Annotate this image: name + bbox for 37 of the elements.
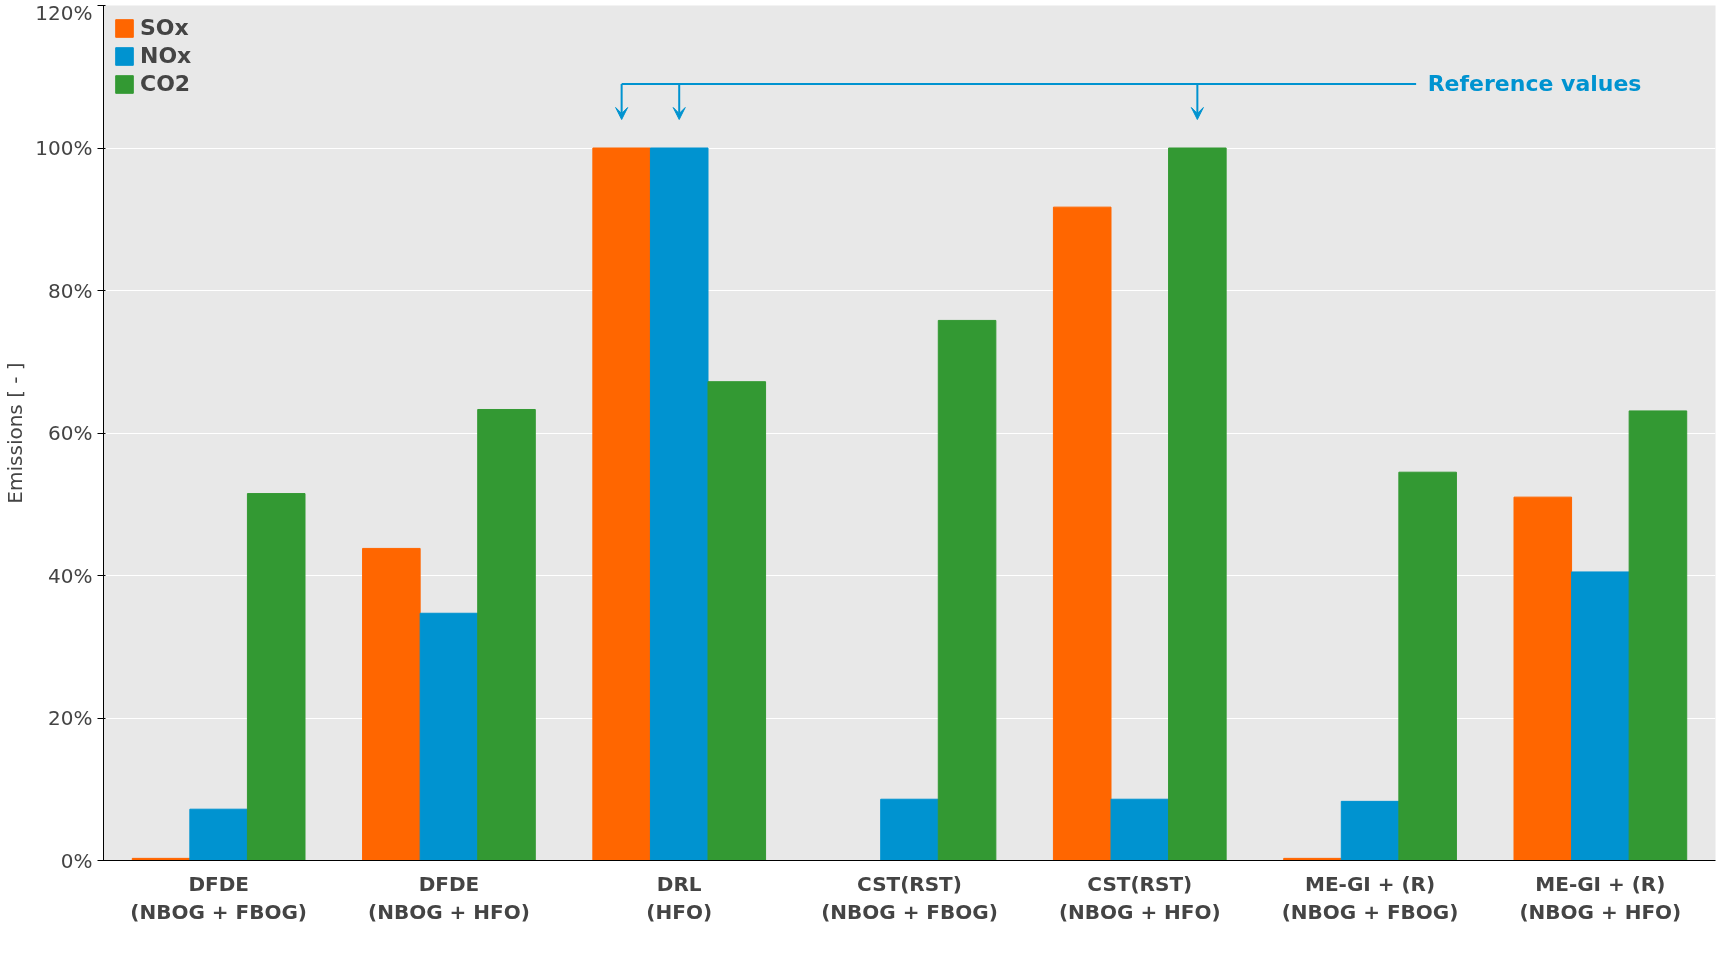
y-axis-title: Emissions [ - ] bbox=[3, 362, 28, 504]
bar bbox=[1513, 496, 1573, 861]
bar bbox=[1571, 571, 1630, 861]
bar bbox=[477, 408, 536, 861]
y-tick-label: 40% bbox=[48, 563, 93, 588]
bar bbox=[1398, 471, 1457, 861]
bar bbox=[362, 547, 421, 861]
x-tick-label: ME-GI + (R) (NBOG + FBOG) bbox=[1281, 871, 1459, 925]
bar bbox=[1628, 410, 1688, 861]
bar bbox=[1168, 147, 1227, 861]
x-tick-label: ME-GI + (R) (NBOG + HFO) bbox=[1519, 871, 1682, 925]
y-tick-label: 100% bbox=[35, 136, 93, 160]
x-tick-label: CST(RST) (NBOG + FBOG) bbox=[821, 871, 998, 925]
bar bbox=[937, 319, 997, 861]
bar bbox=[246, 493, 306, 861]
y-tick-label: 20% bbox=[48, 706, 93, 730]
legend-label: CO2 bbox=[140, 71, 191, 96]
x-tick-label: DFDE (NBOG + HFO) bbox=[368, 871, 530, 925]
y-tick-label: 0% bbox=[60, 848, 93, 873]
bar bbox=[419, 612, 479, 861]
bar bbox=[1110, 798, 1170, 861]
bar bbox=[880, 798, 939, 861]
bar bbox=[649, 147, 709, 861]
y-tick-label: 120% bbox=[35, 0, 93, 25]
bar bbox=[189, 808, 248, 861]
bar bbox=[1052, 206, 1112, 861]
legend-label: NOx bbox=[140, 43, 192, 68]
bar bbox=[707, 381, 767, 861]
y-tick-label: 60% bbox=[48, 421, 93, 445]
bar bbox=[592, 147, 651, 861]
x-tick-label: DRL (HFO) bbox=[646, 871, 713, 925]
annotation: Reference values bbox=[1427, 71, 1642, 97]
y-tick-label: 80% bbox=[48, 278, 93, 303]
bar bbox=[1340, 800, 1400, 861]
x-tick-label: CST(RST) (NBOG + HFO) bbox=[1058, 871, 1221, 925]
x-tick-label: DFDE (NBOG + FBOG) bbox=[130, 871, 307, 925]
legend-label: SOx bbox=[140, 15, 189, 40]
